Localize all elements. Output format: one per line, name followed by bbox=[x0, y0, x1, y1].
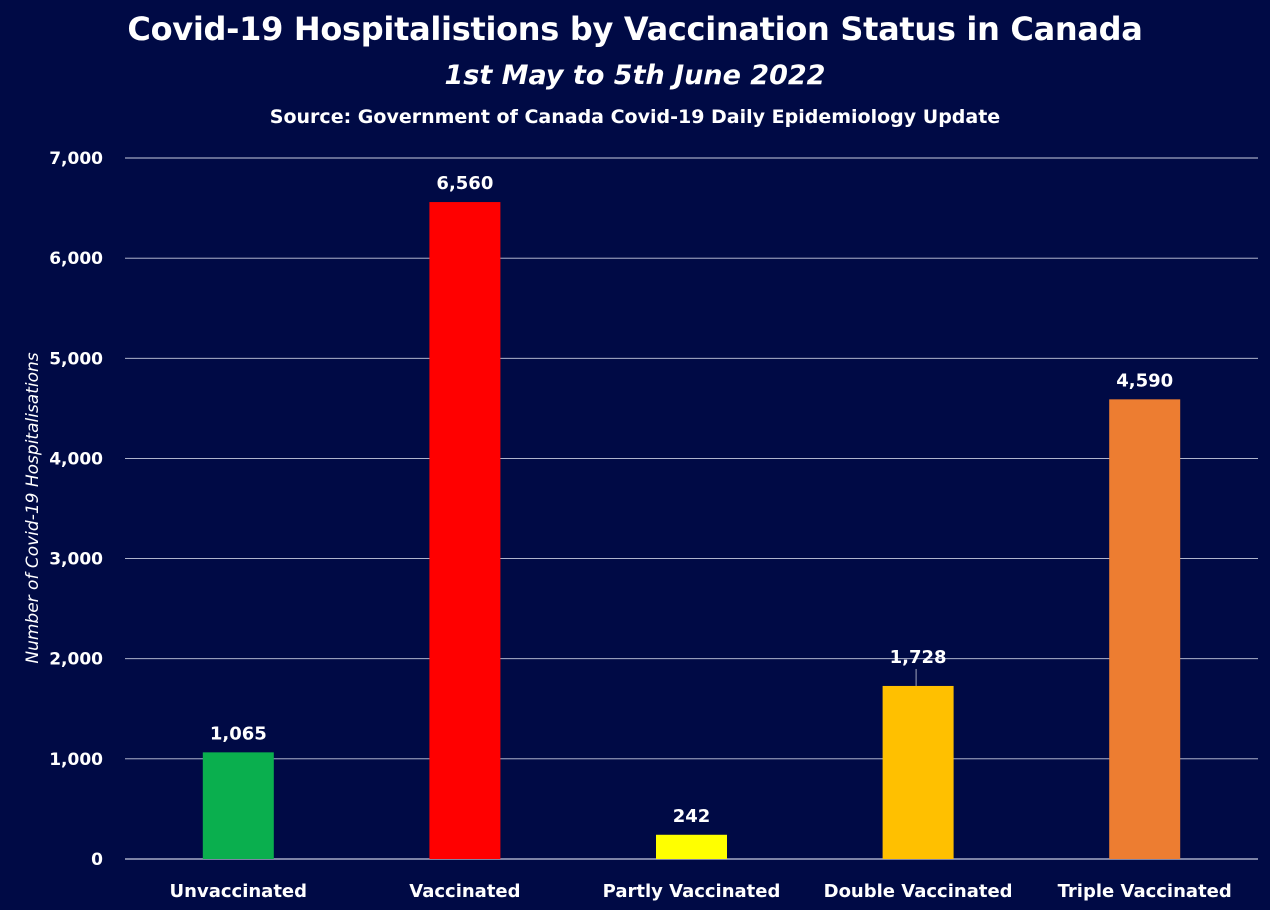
data-label: 6,560 bbox=[436, 173, 493, 194]
data-label: 1,728 bbox=[890, 647, 947, 668]
y-tick-label: 3,000 bbox=[49, 550, 103, 570]
y-tick-label: 6,000 bbox=[49, 249, 103, 269]
y-tick-label: 7,000 bbox=[49, 149, 103, 169]
y-tick-label: 0 bbox=[91, 850, 103, 870]
y-axis-ticks: 0 1,000 2,000 3,000 4,000 5,000 6,000 7,000 bbox=[49, 149, 103, 870]
bars bbox=[202, 202, 1181, 859]
bar-triple-vaccinated bbox=[1109, 399, 1181, 859]
x-category-label: Triple Vaccinated bbox=[1058, 881, 1232, 902]
chart-subtitle: 1st May to 5th June 2022 bbox=[444, 60, 826, 91]
x-category-label: Unvaccinated bbox=[170, 881, 307, 902]
bar-double-vaccinated bbox=[882, 685, 954, 859]
bar-vaccinated bbox=[429, 202, 501, 859]
y-tick-label: 4,000 bbox=[49, 449, 103, 469]
x-category-label: Double Vaccinated bbox=[824, 881, 1013, 902]
x-category-label: Partly Vaccinated bbox=[603, 881, 781, 902]
data-labels: 1,065 6,560 242 1,728 4,590 bbox=[210, 173, 1173, 827]
y-tick-label: 5,000 bbox=[49, 349, 103, 369]
data-label: 4,590 bbox=[1116, 370, 1173, 391]
chart-title: Covid-19 Hospitalistions by Vaccination … bbox=[127, 10, 1143, 48]
bar-unvaccinated bbox=[202, 752, 274, 859]
data-label: 242 bbox=[673, 806, 711, 827]
y-tick-label: 1,000 bbox=[49, 750, 103, 770]
y-axis-label: Number of Covid-19 Hospitalisations bbox=[23, 352, 43, 663]
chart-source: Source: Government of Canada Covid-19 Da… bbox=[269, 106, 1001, 128]
y-tick-label: 2,000 bbox=[49, 650, 103, 670]
bar-partly-vaccinated bbox=[656, 834, 727, 859]
x-category-label: Vaccinated bbox=[409, 881, 520, 902]
x-axis-labels: Unvaccinated Vaccinated Partly Vaccinated D… bbox=[170, 881, 1232, 902]
data-label: 1,065 bbox=[210, 723, 267, 744]
gridlines bbox=[125, 157, 1258, 860]
